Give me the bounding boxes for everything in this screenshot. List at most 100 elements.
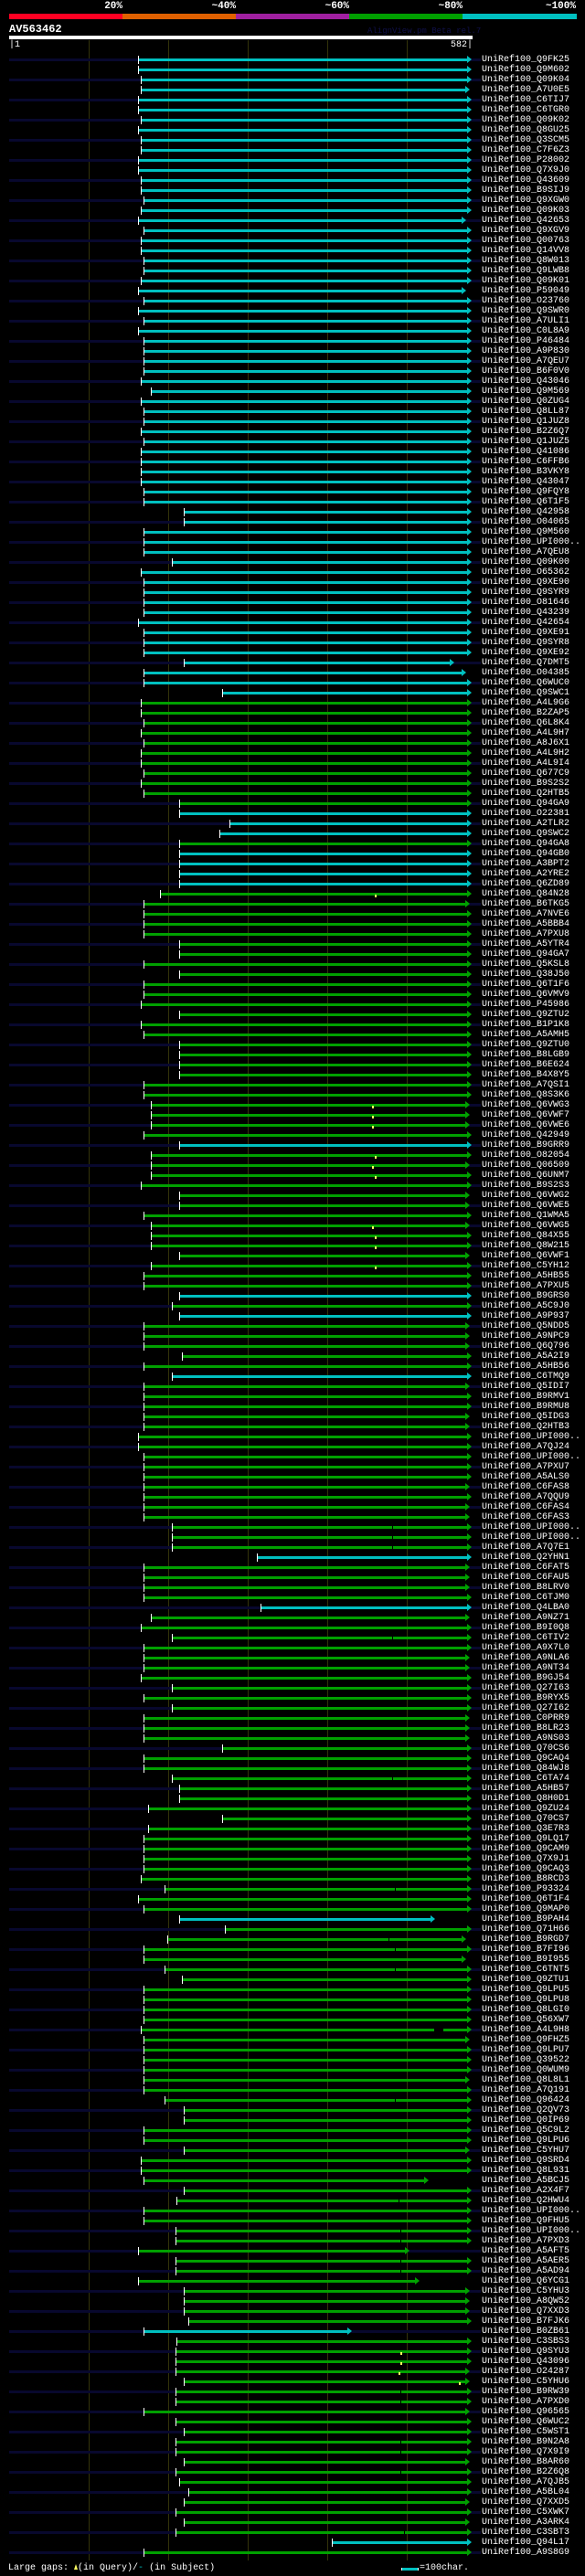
hit-bar[interactable] xyxy=(140,752,468,755)
hit-bar[interactable] xyxy=(159,893,468,896)
alignment-row[interactable]: UniRef100_Q6T1F6 xyxy=(0,980,585,990)
hit-bar[interactable] xyxy=(151,1224,465,1227)
hit-bar[interactable] xyxy=(144,652,468,654)
alignment-row[interactable]: UniRef100_A4L9H7 xyxy=(0,728,585,738)
alignment-row[interactable]: UniRef100_C7F6Z3 xyxy=(0,145,585,155)
hit-bar[interactable] xyxy=(178,973,468,976)
alignment-row[interactable]: UniRef100_Q9FQY8 xyxy=(0,487,585,497)
hit-bar[interactable] xyxy=(144,1848,468,1850)
hit-bar[interactable] xyxy=(144,491,468,493)
hit-label[interactable]: UniRef100_A7QJB5 xyxy=(482,2477,570,2487)
hit-label[interactable]: UniRef100_Q9SWC2 xyxy=(482,829,570,839)
hit-label[interactable]: UniRef100_Q6L8K4 xyxy=(482,718,570,728)
hit-label[interactable]: UniRef100_B9S2S3 xyxy=(482,1181,570,1191)
hit-label[interactable]: UniRef100_Q9SWR0 xyxy=(482,306,570,316)
alignment-row[interactable]: UniRef100_B9RW39 xyxy=(0,2387,585,2397)
hit-bar[interactable] xyxy=(144,2330,348,2333)
hit-bar[interactable] xyxy=(144,1647,468,1649)
hit-bar[interactable] xyxy=(147,1807,468,1810)
hit-bar[interactable] xyxy=(144,1958,463,1961)
hit-label[interactable]: UniRef100_C0PRR9 xyxy=(482,1713,570,1723)
hit-bar[interactable] xyxy=(178,943,468,946)
hit-bar[interactable] xyxy=(165,1888,468,1891)
hit-bar[interactable] xyxy=(165,1968,468,1971)
hit-bar[interactable] xyxy=(144,591,468,594)
alignment-row[interactable]: UniRef100_Q27I62 xyxy=(0,1703,585,1713)
hit-label[interactable]: UniRef100_C6TMQ9 xyxy=(482,1372,570,1382)
hit-bar[interactable] xyxy=(140,79,468,81)
hit-label[interactable]: UniRef100_A5YTR4 xyxy=(482,939,570,949)
hit-label[interactable]: UniRef100_O23760 xyxy=(482,296,570,306)
hit-label[interactable]: UniRef100_B0ZB61 xyxy=(482,2327,570,2337)
alignment-row[interactable]: UniRef100_UPI000.. xyxy=(0,1432,585,1442)
hit-label[interactable]: UniRef100_C7F6Z3 xyxy=(482,145,570,155)
hit-label[interactable]: UniRef100_Q1JUZ8 xyxy=(482,417,570,427)
hit-bar[interactable] xyxy=(140,762,468,765)
alignment-row[interactable]: UniRef100_A2TLR2 xyxy=(0,819,585,829)
hit-label[interactable]: UniRef100_Q9LPU8 xyxy=(482,1995,570,2005)
hit-label[interactable]: UniRef100_B2ZAP5 xyxy=(482,708,570,718)
alignment-row[interactable]: UniRef100_Q9XE90 xyxy=(0,578,585,588)
alignment-row[interactable]: UniRef100_Q09K00 xyxy=(0,557,585,567)
hit-label[interactable]: UniRef100_O81646 xyxy=(482,598,570,608)
alignment-row[interactable]: UniRef100_Q7XXD5 xyxy=(0,2497,585,2507)
alignment-row[interactable]: UniRef100_Q3E7R3 xyxy=(0,1824,585,1834)
hit-bar[interactable] xyxy=(140,149,468,152)
hit-label[interactable]: UniRef100_P28002 xyxy=(482,155,570,165)
alignment-row[interactable]: UniRef100_Q6YCG1 xyxy=(0,2276,585,2286)
alignment-row[interactable]: UniRef100_A4L9H2 xyxy=(0,748,585,758)
hit-label[interactable]: UniRef100_Q6VWF7 xyxy=(482,1110,570,1120)
alignment-row[interactable]: UniRef100_C6TMQ9 xyxy=(0,1372,585,1382)
hit-label[interactable]: UniRef100_Q94GA9 xyxy=(482,799,570,809)
hit-label[interactable]: UniRef100_Q70CS7 xyxy=(482,1814,570,1824)
hit-label[interactable]: UniRef100_P45986 xyxy=(482,1000,570,1010)
hit-bar[interactable] xyxy=(144,1134,468,1137)
hit-bar[interactable] xyxy=(144,913,468,916)
alignment-row[interactable]: UniRef100_B9GRS0 xyxy=(0,1291,585,1301)
alignment-row[interactable]: UniRef100_Q84X55 xyxy=(0,1231,585,1241)
hit-bar[interactable] xyxy=(144,2139,468,2142)
hit-bar[interactable] xyxy=(188,2491,468,2494)
hit-label[interactable]: UniRef100_C6FAS4 xyxy=(482,1502,570,1512)
hit-label[interactable]: UniRef100_A5C9J0 xyxy=(482,1301,570,1311)
hit-bar[interactable] xyxy=(140,239,468,242)
hit-bar[interactable] xyxy=(178,863,468,865)
hit-label[interactable]: UniRef100_Q96424 xyxy=(482,2095,570,2105)
alignment-row[interactable]: UniRef100_C6TIV2 xyxy=(0,1633,585,1643)
hit-bar[interactable] xyxy=(140,2169,468,2172)
alignment-row[interactable]: UniRef100_A9NT34 xyxy=(0,1663,585,1673)
alignment-row[interactable]: UniRef100_A7PXD3 xyxy=(0,2236,585,2246)
alignment-row[interactable]: UniRef100_Q84N28 xyxy=(0,889,585,899)
hit-bar[interactable] xyxy=(140,189,468,192)
hit-label[interactable]: UniRef100_Q43047 xyxy=(482,477,570,487)
alignment-row[interactable]: UniRef100_A5BCJ5 xyxy=(0,2176,585,2186)
hit-bar[interactable] xyxy=(178,1787,468,1790)
hit-label[interactable]: UniRef100_Q9M602 xyxy=(482,65,570,75)
alignment-row[interactable]: UniRef100_Q09K01 xyxy=(0,276,585,286)
alignment-row[interactable]: UniRef100_O65362 xyxy=(0,567,585,578)
hit-label[interactable]: UniRef100_Q6UNM7 xyxy=(482,1171,570,1181)
alignment-row[interactable]: UniRef100_B9S2S3 xyxy=(0,1181,585,1191)
hit-bar[interactable] xyxy=(144,300,468,302)
hit-label[interactable]: UniRef100_UPI000.. xyxy=(482,1432,581,1442)
hit-label[interactable]: UniRef100_A5AER5 xyxy=(482,2256,570,2266)
hit-bar[interactable] xyxy=(178,1044,468,1046)
hit-bar[interactable] xyxy=(144,2129,468,2132)
hit-bar[interactable] xyxy=(178,1074,468,1076)
hit-bar[interactable] xyxy=(184,2431,468,2433)
hit-label[interactable]: UniRef100_B9GJ54 xyxy=(482,1673,570,1683)
alignment-row[interactable]: UniRef100_B9SIJ9 xyxy=(0,186,585,196)
alignment-row[interactable]: UniRef100_Q6T1F4 xyxy=(0,1894,585,1904)
alignment-row[interactable]: UniRef100_Q96565 xyxy=(0,2407,585,2417)
alignment-row[interactable]: UniRef100_Q7X9I9 xyxy=(0,2447,585,2457)
alignment-row[interactable]: UniRef100_B6E624 xyxy=(0,1060,585,1070)
alignment-row[interactable]: UniRef100_Q7XXD3 xyxy=(0,2306,585,2316)
hit-bar[interactable] xyxy=(182,1978,468,1981)
hit-bar[interactable] xyxy=(172,1687,468,1690)
alignment-row[interactable]: UniRef100_B9RMU8 xyxy=(0,1402,585,1412)
hit-bar[interactable] xyxy=(178,1204,465,1207)
alignment-row[interactable]: UniRef100_O04065 xyxy=(0,517,585,527)
hit-bar[interactable] xyxy=(138,330,468,333)
alignment-row[interactable]: UniRef100_Q70CS6 xyxy=(0,1744,585,1754)
alignment-row[interactable]: UniRef100_Q9MAP0 xyxy=(0,1904,585,1914)
